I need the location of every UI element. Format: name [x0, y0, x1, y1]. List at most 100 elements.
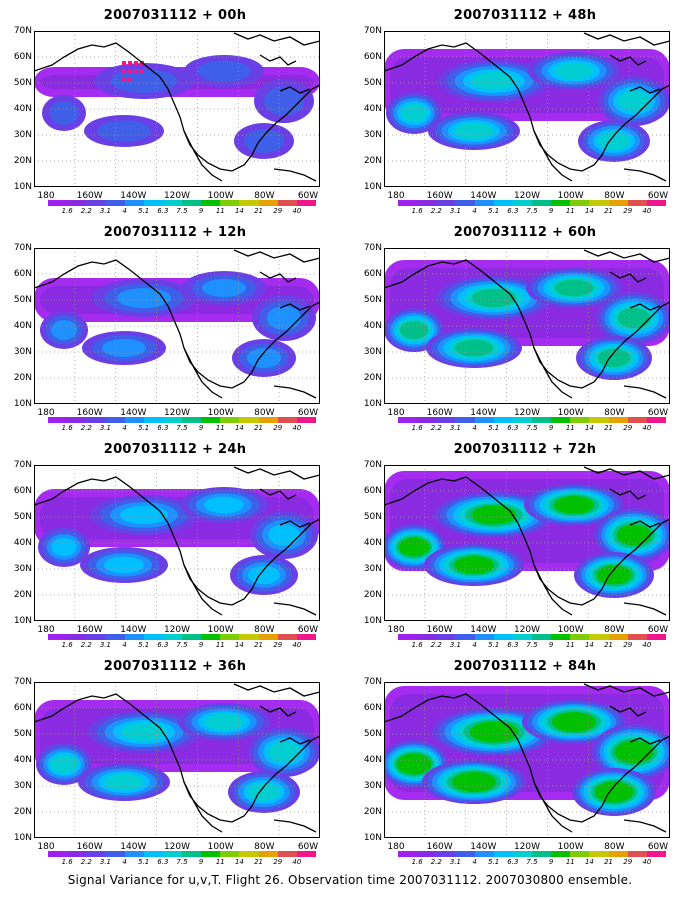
map-frame: [34, 682, 320, 838]
colorbar-swatch: [48, 200, 68, 206]
signal-contour: [122, 69, 126, 73]
map-frame: [384, 465, 670, 621]
colorbar-swatch: [493, 417, 513, 423]
colorbar-swatch: [258, 634, 278, 640]
map-svg: [384, 248, 670, 404]
colorbar-label: 4: [472, 858, 477, 866]
colorbar-swatch: [570, 634, 590, 640]
latitude-label: 30N: [13, 781, 32, 791]
colorbar-swatch: [162, 634, 182, 640]
colorbar-swatch: [48, 634, 68, 640]
latitude-label: 20N: [363, 156, 382, 166]
signal-contour: [554, 62, 594, 80]
colorbar-label: 21: [254, 641, 264, 649]
signal-contour: [110, 69, 178, 93]
colorbar-label: 14: [234, 858, 244, 866]
colorbar-swatch: [627, 417, 647, 423]
colorbar: [398, 200, 666, 206]
coastline: [583, 249, 670, 263]
colorbar-label: 11: [565, 858, 575, 866]
map-plot: 70N 60N 50N 40N 30N 20N 10N 180 160W 140W 120W 100W…: [14, 243, 320, 418]
colorbar-labels: 1.6 2.2 3.1 4 5.1 6.3 7.5 9 11 14 21 29 40: [398, 207, 666, 217]
colorbar-swatch: [608, 851, 628, 857]
longitude-label: 100W: [557, 625, 584, 635]
map-svg: [384, 682, 670, 838]
colorbar-label: 11: [215, 641, 225, 649]
colorbar-swatch: [436, 417, 456, 423]
map-plot: 70N 60N 50N 40N 30N 20N 10N 180 160W 140W 120W 100W…: [364, 26, 670, 201]
colorbar-label: 1.6: [411, 207, 423, 215]
colorbar-label: 40: [642, 858, 652, 866]
colorbar-swatch: [627, 634, 647, 640]
signal-contour: [396, 753, 432, 775]
longitude-label: 60W: [647, 625, 669, 635]
latitude-label: 50N: [13, 78, 32, 88]
colorbar-swatch: [143, 851, 163, 857]
colorbar-label: 40: [642, 424, 652, 432]
colorbar-swatch: [296, 851, 316, 857]
colorbar-swatch: [417, 851, 437, 857]
coastline: [623, 385, 667, 399]
coastline: [623, 168, 667, 182]
coastline: [609, 54, 647, 66]
latitude-label: 70N: [363, 460, 382, 470]
colorbar-swatch: [239, 200, 259, 206]
latitude-label: 20N: [13, 156, 32, 166]
colorbar-label: 6.3: [157, 207, 169, 215]
signal-contour: [49, 101, 79, 125]
colorbar-label: 21: [604, 207, 614, 215]
latitude-label: 70N: [13, 26, 32, 36]
colorbar-swatch: [277, 851, 297, 857]
colorbar-label: 29: [273, 424, 283, 432]
coastline: [623, 602, 667, 616]
coastline: [279, 737, 311, 745]
latitude-label: 20N: [363, 373, 382, 383]
latitude-label: 10N: [13, 182, 32, 192]
coastline: [273, 819, 317, 833]
forecast-panel: 2007031112 + 48h 70N 60N 50N 40N 30N 20N 10N 18…: [350, 0, 700, 215]
latitude-label: 50N: [363, 295, 382, 305]
signal-contour: [51, 320, 77, 340]
colorbar-swatch: [417, 634, 437, 640]
latitude-label: 30N: [363, 130, 382, 140]
longitude-label: 160W: [426, 842, 453, 852]
colorbar-label: 3.1: [449, 207, 461, 215]
colorbar-label: 9: [198, 424, 204, 432]
longitude-label: 80W: [604, 408, 625, 418]
panel-title: 2007031112 + 84h: [453, 659, 597, 674]
colorbar-swatch: [239, 417, 259, 423]
colorbar-label: 6.3: [507, 207, 519, 215]
colorbar-swatch: [277, 634, 297, 640]
map-plot: 70N 60N 50N 40N 30N 20N 10N 180 160W 140W 120W 100W…: [364, 677, 670, 852]
longitude-label: 120W: [513, 408, 541, 418]
longitude-label: 120W: [513, 842, 541, 852]
colorbar-label: 6.3: [507, 641, 519, 649]
coastline: [233, 249, 320, 263]
forecast-panel: 2007031112 + 12h 70N 60N 50N 40N 30N 20N 10N 18…: [0, 217, 350, 432]
latitude-label: 70N: [13, 243, 32, 253]
latitude-label: 70N: [13, 677, 32, 687]
colorbar-swatch: [551, 417, 571, 423]
coastline: [609, 488, 647, 500]
longitude-label: 60W: [297, 191, 319, 201]
colorbar-label: 14: [234, 424, 244, 432]
latitude-label: 10N: [13, 399, 32, 409]
colorbar-label: 1.6: [411, 424, 423, 432]
latitude-label: 60N: [363, 269, 382, 279]
signal-contour: [264, 86, 304, 116]
signal-contour: [597, 348, 631, 368]
colorbar-swatch: [162, 200, 182, 206]
latitude-label: 50N: [13, 512, 32, 522]
colorbar-swatch: [124, 200, 144, 206]
map-frame: [34, 248, 320, 404]
latitude-label: 10N: [13, 616, 32, 626]
colorbar-swatch: [512, 417, 532, 423]
longitude-label: 180: [387, 191, 405, 201]
colorbar-swatch: [143, 417, 163, 423]
colorbar-label: 9: [198, 207, 204, 215]
colorbar-label: 1.6: [61, 424, 73, 432]
coastline: [533, 564, 573, 616]
colorbar-label: 2.2: [80, 424, 92, 432]
colorbar-label: 9: [548, 207, 554, 215]
coastline: [623, 819, 667, 833]
